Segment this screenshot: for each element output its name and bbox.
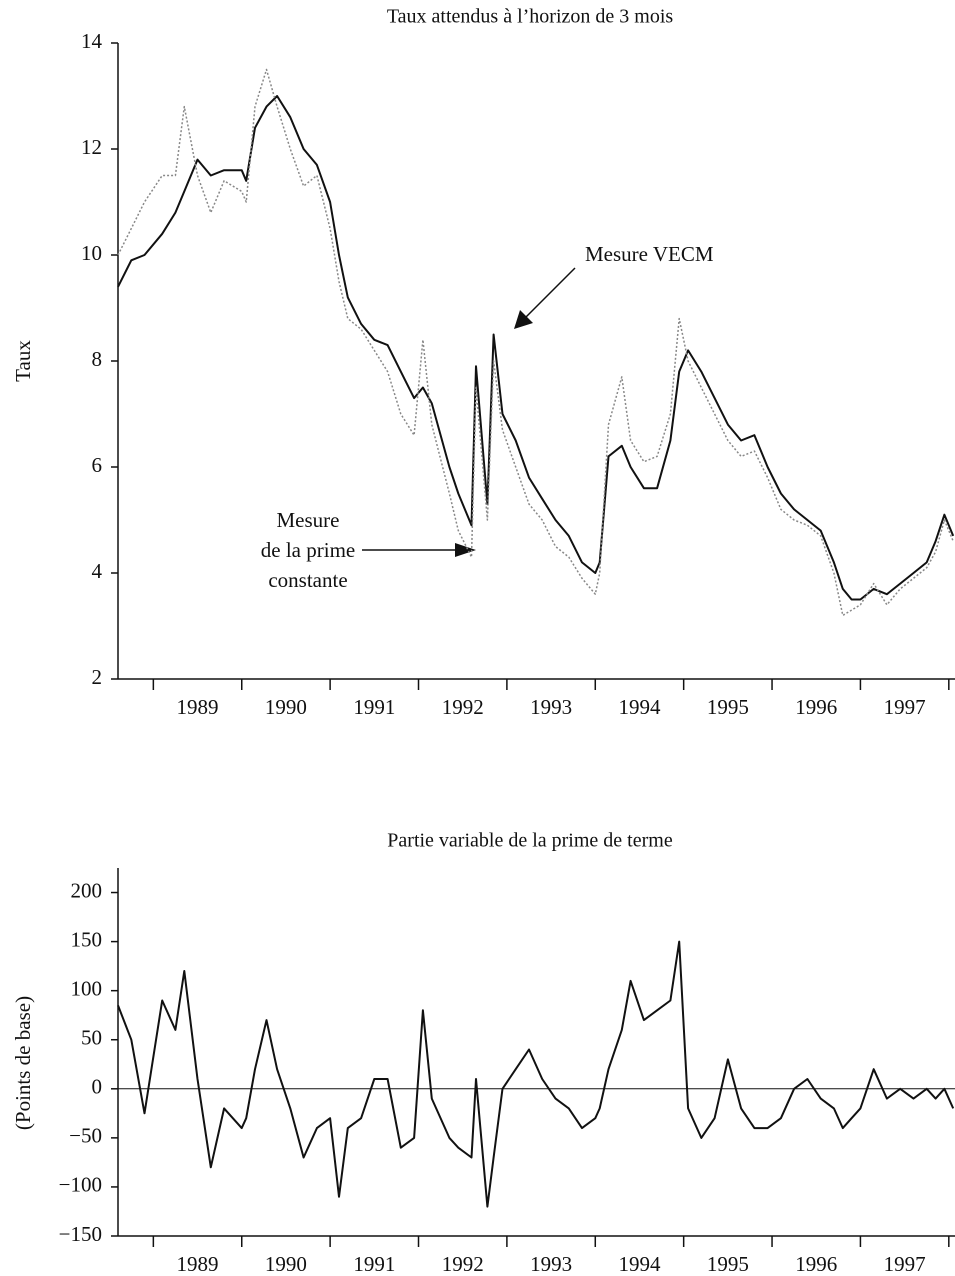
x-tick-label: 1993 [530, 1252, 572, 1276]
x-tick-label: 1991 [353, 1252, 395, 1276]
x-tick-label: 1991 [353, 695, 395, 719]
x-tick-label: 1997 [884, 695, 926, 719]
annotation-arrow [521, 267, 576, 322]
y-tick-label: 14 [81, 29, 103, 53]
y-tick-label: 150 [71, 927, 103, 951]
y-tick-label: 12 [81, 135, 102, 159]
x-tick-label: 1994 [618, 1252, 661, 1276]
y-axis-label: Taux [11, 340, 35, 382]
arrow-head [455, 543, 476, 557]
chart-title: Taux attendus à l’horizon de 3 mois [387, 6, 674, 28]
x-tick-label: 1989 [177, 695, 219, 719]
y-axis-label: (Points de base) [11, 996, 35, 1130]
x-tick-label: 1996 [795, 695, 837, 719]
annotation: Mesure [277, 508, 340, 532]
x-tick-label: 1995 [707, 1252, 749, 1276]
y-tick-label: −150 [59, 1222, 102, 1246]
data-line [117, 95, 955, 601]
annotation: Mesure VECM [585, 242, 714, 266]
y-tick-label: 6 [92, 453, 103, 477]
chart-title: Partie variable de la prime de terme [387, 830, 673, 852]
x-tick-label: 1995 [707, 695, 749, 719]
y-tick-label: 4 [92, 559, 103, 583]
x-tick-label: 1993 [530, 695, 572, 719]
arrow-head [514, 310, 533, 329]
data-line [117, 68, 954, 617]
y-tick-label: 0 [92, 1075, 103, 1099]
x-tick-label: 1990 [265, 695, 307, 719]
x-tick-label: 1992 [442, 695, 484, 719]
y-tick-label: 2 [92, 665, 103, 689]
y-tick-label: 200 [71, 878, 103, 902]
x-tick-label: 1989 [177, 1252, 219, 1276]
x-tick-label: 1990 [265, 1252, 307, 1276]
x-tick-label: 1992 [442, 1252, 484, 1276]
x-tick-label: 1996 [795, 1252, 837, 1276]
y-tick-label: 8 [92, 347, 103, 371]
x-tick-label: 1997 [884, 1252, 926, 1276]
y-tick-label: −50 [69, 1124, 102, 1148]
y-tick-label: 100 [71, 976, 103, 1000]
annotation: constante [268, 568, 347, 592]
y-tick-label: 50 [81, 1026, 102, 1050]
y-tick-label: 10 [81, 241, 102, 265]
data-line [117, 940, 955, 1208]
y-tick-label: −100 [59, 1173, 102, 1197]
x-tick-label: 1994 [618, 695, 661, 719]
annotation: de la prime [261, 538, 355, 562]
